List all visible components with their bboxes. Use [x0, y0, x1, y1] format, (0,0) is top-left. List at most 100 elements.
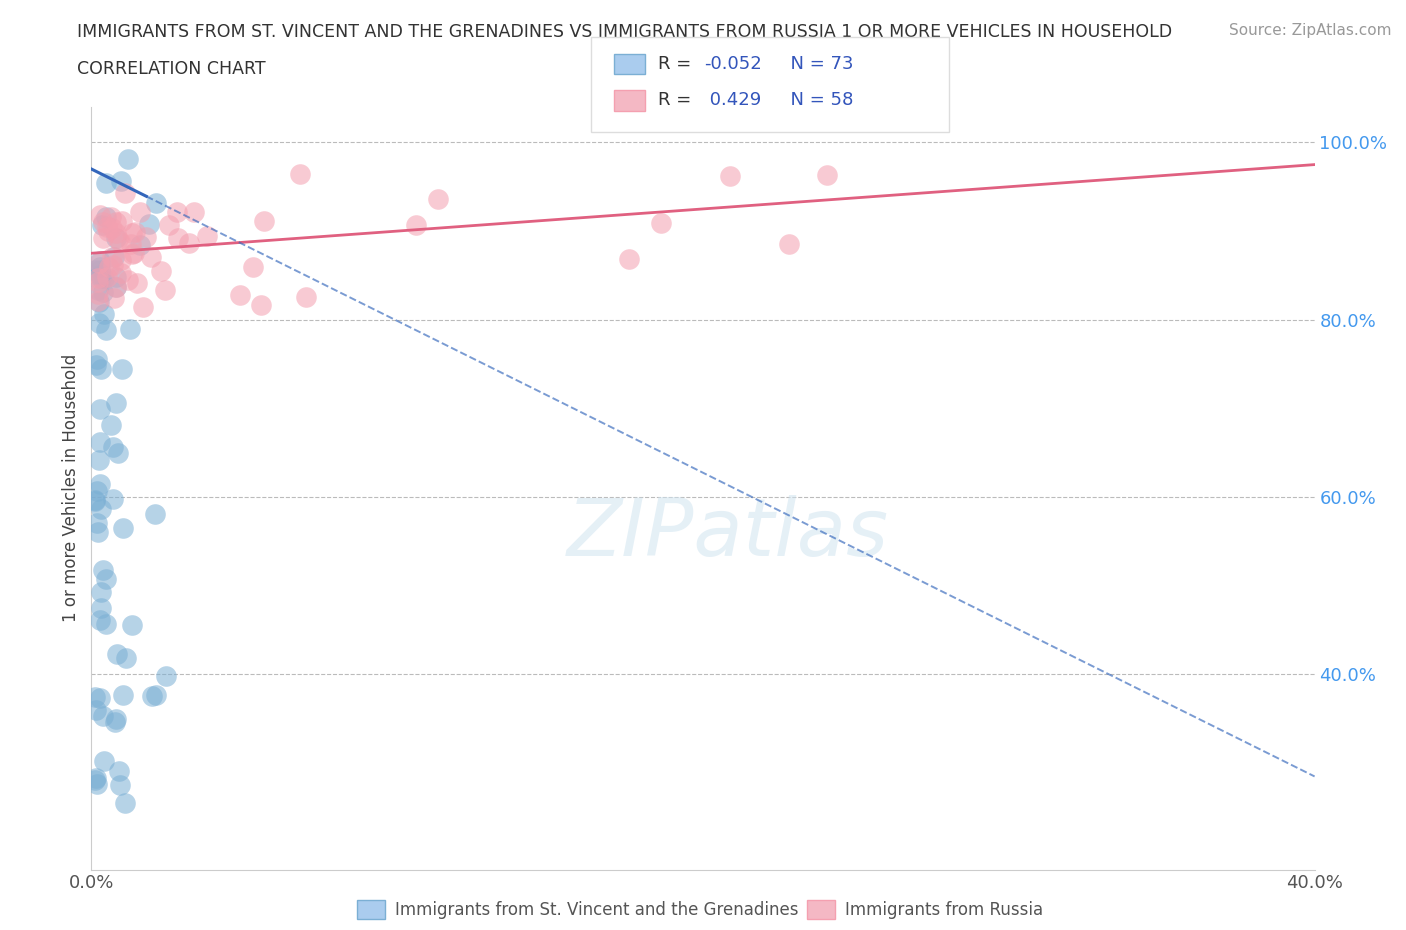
Point: [87, 453, 110, 468]
Point: [87, 283, 110, 298]
Point: [104, 270, 127, 285]
Point: [87, 271, 110, 286]
Point: [84, 492, 107, 507]
Point: [104, 279, 127, 294]
Point: [124, 224, 146, 239]
Point: [117, 152, 139, 166]
Point: [89, 401, 111, 416]
Point: [117, 272, 139, 287]
Point: [89, 263, 111, 278]
Point: [249, 298, 271, 312]
Point: [86, 352, 108, 366]
Point: [84, 690, 107, 705]
Point: [104, 226, 127, 241]
Point: [253, 214, 276, 229]
Text: Immigrants from St. Vincent and the Grenadines: Immigrants from St. Vincent and the Gren…: [395, 900, 799, 919]
Point: [155, 669, 177, 684]
Point: [143, 507, 166, 522]
Text: N = 73: N = 73: [779, 55, 853, 73]
Point: [405, 218, 427, 232]
Point: [89, 613, 111, 628]
Point: [91, 285, 114, 299]
Point: [86, 770, 108, 785]
Point: [617, 252, 640, 267]
Point: [150, 264, 173, 279]
Point: [87, 286, 110, 301]
Point: [132, 299, 155, 314]
Point: [101, 440, 124, 455]
Point: [110, 265, 132, 280]
Point: [101, 220, 124, 235]
Point: [103, 249, 125, 264]
Text: ZIPatlas: ZIPatlas: [567, 495, 889, 573]
Point: [138, 217, 160, 232]
Point: [90, 270, 112, 285]
Text: R =: R =: [658, 55, 697, 73]
Point: [93, 754, 115, 769]
Point: [125, 276, 148, 291]
Point: [84, 702, 107, 717]
Point: [115, 651, 138, 666]
Point: [110, 777, 132, 792]
Point: [114, 186, 136, 201]
Point: [153, 283, 176, 298]
Text: R =: R =: [658, 91, 697, 110]
Point: [94, 616, 117, 631]
Point: [93, 215, 115, 230]
Point: [87, 255, 110, 270]
Point: [86, 515, 108, 530]
Point: [104, 215, 127, 230]
Point: [120, 237, 142, 252]
Point: [166, 205, 188, 219]
Point: [104, 715, 127, 730]
Point: [84, 263, 107, 278]
Point: [89, 477, 111, 492]
Point: [108, 764, 131, 778]
Y-axis label: 1 or more Vehicles in Household: 1 or more Vehicles in Household: [62, 354, 80, 622]
Point: [107, 445, 129, 460]
Point: [129, 238, 152, 253]
Point: [718, 168, 741, 183]
Point: [87, 525, 110, 539]
Point: [87, 294, 110, 309]
Point: [114, 795, 136, 810]
Point: [195, 228, 218, 243]
Point: [103, 492, 125, 507]
Point: [89, 268, 111, 283]
Point: [84, 494, 107, 509]
Point: [111, 687, 134, 702]
Point: [141, 688, 163, 703]
Point: [87, 294, 110, 309]
Point: [104, 712, 127, 727]
Point: [96, 270, 118, 285]
Text: 0.429: 0.429: [704, 91, 762, 110]
Point: [83, 773, 105, 788]
Point: [94, 323, 117, 338]
Point: [91, 709, 114, 724]
Point: [87, 316, 110, 331]
Point: [100, 210, 122, 225]
Point: [427, 192, 450, 206]
Point: [778, 237, 800, 252]
Point: [295, 289, 318, 304]
Point: [107, 231, 129, 246]
Point: [242, 259, 264, 274]
Point: [121, 618, 143, 632]
Point: [128, 205, 150, 219]
Text: N = 58: N = 58: [779, 91, 853, 110]
Point: [89, 690, 111, 705]
Point: [96, 219, 118, 234]
Point: [108, 234, 131, 249]
Point: [229, 287, 252, 302]
Point: [167, 231, 190, 246]
Point: [183, 205, 205, 219]
Point: [104, 280, 127, 295]
Point: [93, 307, 115, 322]
Text: -0.052: -0.052: [704, 55, 762, 73]
Point: [177, 235, 200, 250]
Point: [157, 218, 180, 232]
Text: Immigrants from Russia: Immigrants from Russia: [845, 900, 1043, 919]
Text: Source: ZipAtlas.com: Source: ZipAtlas.com: [1229, 23, 1392, 38]
Point: [89, 434, 111, 449]
Point: [121, 225, 143, 240]
